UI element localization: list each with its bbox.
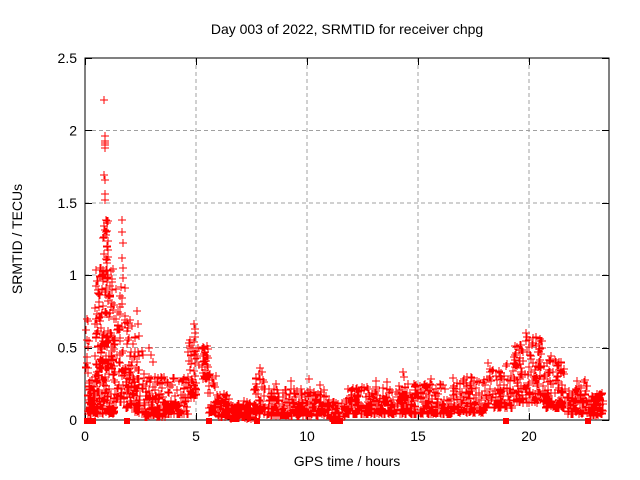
x-tick-label: 10 <box>299 428 315 444</box>
y-tick-label: 1 <box>69 267 77 283</box>
x-tick-label: 20 <box>521 428 537 444</box>
scatter-plus-markers <box>82 96 607 423</box>
x-tick-label: 5 <box>192 428 200 444</box>
y-tick-label: 2 <box>69 122 77 138</box>
y-axis-label: SRMTID / TECUs <box>9 184 25 294</box>
chart-title: Day 003 of 2022, SRMTID for receiver chp… <box>211 21 483 37</box>
data-layer <box>82 96 607 424</box>
y-tick-label: 1.5 <box>58 195 78 211</box>
plot-border <box>84 57 610 421</box>
baseline-square-markers <box>84 418 591 424</box>
y-tick-label: 0 <box>69 412 77 428</box>
y-tick-label: 2.5 <box>58 50 78 66</box>
tick-marks <box>85 58 609 421</box>
y-tick-label: 0.5 <box>58 340 78 356</box>
tick-labels-layer: 0 5 10 15 20 0 0.5 1 1.5 2 2.5 <box>58 50 538 444</box>
frame-layer <box>84 57 610 421</box>
x-tick-label: 0 <box>81 428 89 444</box>
x-tick-label: 15 <box>410 428 426 444</box>
x-axis-label: GPS time / hours <box>294 453 401 469</box>
grid-layer <box>85 57 609 420</box>
